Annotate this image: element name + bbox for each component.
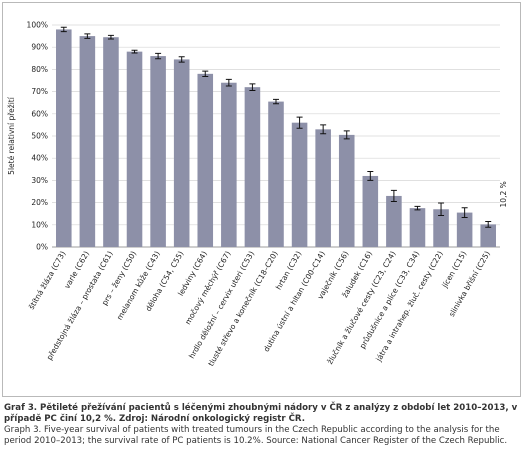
error-bar <box>225 78 232 87</box>
y-axis-title: 5leté relativní přežití <box>7 96 16 175</box>
bar <box>433 209 449 247</box>
bar <box>150 56 166 247</box>
y-tick-label: 90% <box>31 43 48 52</box>
x-tick-label: štítná žláza (C73) <box>27 249 68 311</box>
caption-czech: Graf 3. Pětileté přežívání pacientů s lé… <box>4 403 518 424</box>
x-tick-label: melanom kůže (C43) <box>115 249 162 321</box>
bar <box>56 29 72 247</box>
bar <box>197 73 214 247</box>
caption-english: Graph 3. Five-year survival of patients … <box>4 425 508 446</box>
bar <box>456 212 473 247</box>
bar <box>126 51 143 247</box>
error-bar <box>107 34 114 40</box>
y-tick-label: 10% <box>31 220 48 229</box>
bar <box>244 87 261 247</box>
error-bar <box>438 202 445 216</box>
bar <box>362 175 379 247</box>
error-bar <box>320 124 327 135</box>
error-bar <box>249 83 256 91</box>
error-bar <box>178 56 185 63</box>
y-tick-label: 100% <box>27 21 48 30</box>
y-tick-label: 0% <box>36 243 48 252</box>
value-label: 10,2 % <box>499 181 508 207</box>
error-bar <box>202 70 209 78</box>
bar <box>291 122 308 247</box>
bar <box>315 129 331 247</box>
bar <box>409 208 426 247</box>
bar <box>386 195 402 247</box>
error-bar <box>461 207 468 218</box>
error-bar <box>60 26 67 33</box>
bar <box>79 36 96 247</box>
y-tick-label: 40% <box>31 154 48 163</box>
y-tick-label: 20% <box>31 198 48 207</box>
y-tick-label: 30% <box>31 176 48 185</box>
y-tick-label: 80% <box>31 65 48 74</box>
error-bar <box>485 220 492 228</box>
bar <box>221 82 237 247</box>
y-tick-label: 60% <box>31 109 48 118</box>
error-bar <box>84 33 91 39</box>
bar <box>173 59 190 247</box>
chart: 5leté relativní přežití 0% 10% 20% 30% 40% 50… <box>7 21 508 368</box>
error-bar <box>131 49 138 54</box>
caption: Graf 3. Pětileté přežívání pacientů s lé… <box>4 403 522 447</box>
bar <box>103 37 119 248</box>
bar <box>268 101 284 247</box>
error-bar <box>155 52 162 60</box>
error-bar <box>390 189 397 202</box>
bar <box>338 134 355 247</box>
error-bar <box>343 130 350 140</box>
y-tick-label: 70% <box>31 87 48 96</box>
y-tick-label: 50% <box>31 132 48 141</box>
chart-frame <box>2 2 521 397</box>
bar <box>480 224 496 247</box>
error-bar <box>414 205 421 211</box>
error-bar <box>296 116 303 129</box>
error-bar <box>273 98 279 105</box>
error-bar <box>367 171 374 181</box>
